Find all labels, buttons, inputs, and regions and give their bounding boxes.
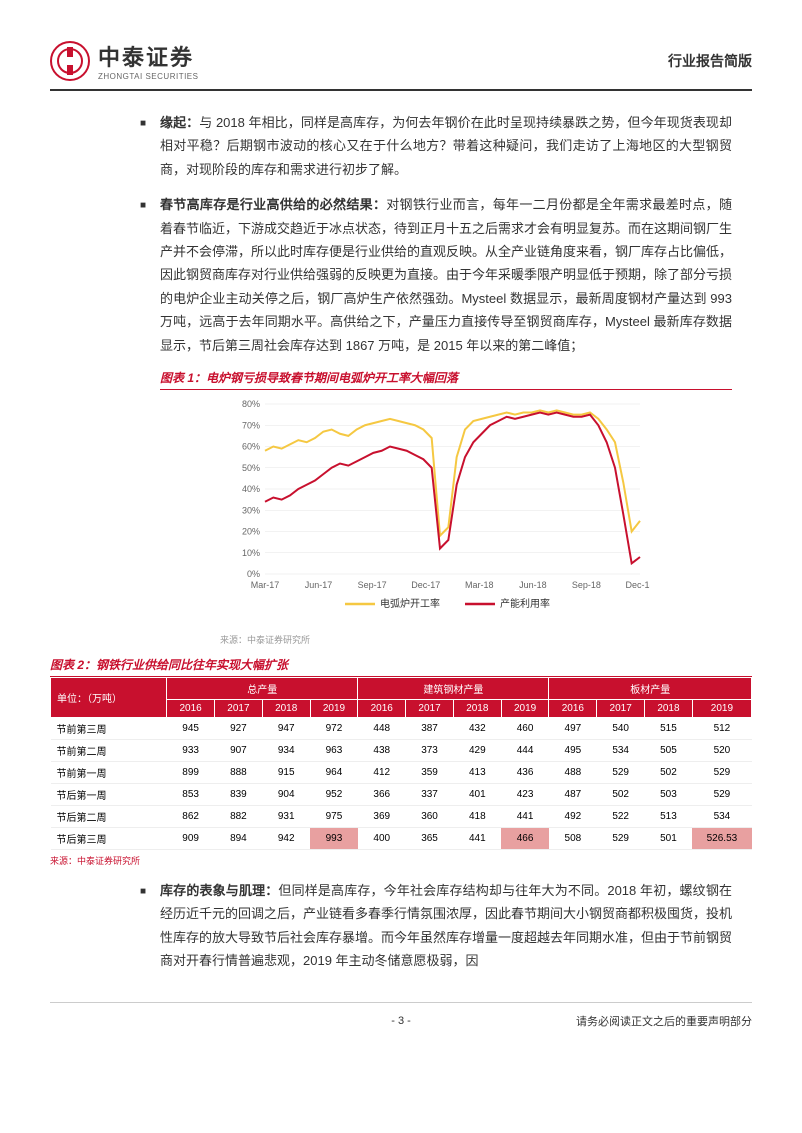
svg-text:Jun-18: Jun-18	[519, 580, 547, 590]
svg-text:Jun-17: Jun-17	[305, 580, 333, 590]
logo-main-text: 中泰证券	[98, 40, 198, 72]
svg-text:Sep-18: Sep-18	[572, 580, 601, 590]
report-type: 行业报告简版	[668, 51, 752, 71]
svg-text:80%: 80%	[242, 399, 260, 409]
svg-text:Mar-18: Mar-18	[465, 580, 494, 590]
supply-table: 单位：（万吨）总产量建筑钢材产量板材产量20162017201820192016…	[50, 677, 752, 850]
company-logo-icon	[50, 41, 90, 81]
svg-text:60%: 60%	[242, 441, 260, 451]
svg-text:Dec-18: Dec-18	[625, 580, 650, 590]
bullet-bold: 春节高库存是行业高供给的必然结果：	[160, 197, 386, 212]
svg-text:0%: 0%	[247, 569, 260, 579]
logo-sub-text: ZHONGTAI SECURITIES	[98, 72, 198, 81]
svg-text:Sep-17: Sep-17	[358, 580, 387, 590]
disclaimer: 请务必阅读正文之后的重要声明部分	[576, 1013, 752, 1029]
table2-title: 图表 2：钢铁行业供给同比往年实现大幅扩张	[50, 656, 752, 677]
chart1-source: 来源：中泰证券研究所	[220, 633, 732, 646]
page-header: 中泰证券 ZHONGTAI SECURITIES 行业报告简版	[50, 40, 752, 91]
svg-text:产能利用率: 产能利用率	[500, 597, 550, 610]
chart1-title: 图表 1：电炉钢亏损导致春节期间电弧炉开工率大幅回落	[160, 369, 732, 390]
page-footer: - 3 - 请务必阅读正文之后的重要声明部分	[50, 1002, 752, 1029]
svg-text:30%: 30%	[242, 505, 260, 515]
bullet-bold: 缘起：	[160, 115, 199, 130]
bullet-origin: 缘起：与 2018 年相比，同样是高库存，为何去年钢价在此时呈现持续暴跌之势，但…	[160, 111, 732, 181]
table2-source: 来源：中泰证券研究所	[50, 854, 752, 867]
svg-text:Mar-17: Mar-17	[251, 580, 280, 590]
svg-text:Dec-17: Dec-17	[411, 580, 440, 590]
bullet-bold: 库存的表象与肌理：	[160, 883, 278, 898]
svg-text:10%: 10%	[242, 548, 260, 558]
bullet-structure: 库存的表象与肌理：但同样是高库存，今年社会库存结构却与往年大为不同。2018 年…	[160, 879, 732, 973]
bullet-text: 对钢铁行业而言，每年一二月份都是全年需求最差时点，随着春节临近，下游成交趋近于冰…	[160, 197, 732, 352]
svg-text:70%: 70%	[242, 420, 260, 430]
svg-text:40%: 40%	[242, 484, 260, 494]
logo: 中泰证券 ZHONGTAI SECURITIES	[50, 40, 198, 81]
svg-text:20%: 20%	[242, 526, 260, 536]
svg-text:50%: 50%	[242, 463, 260, 473]
chart1: 0% 10% 20% 30% 40% 50% 60% 70% 80% Mar-17 Jun-17 Se…	[220, 394, 650, 629]
svg-text:电弧炉开工率: 电弧炉开工率	[380, 597, 440, 610]
bullet-text: 与 2018 年相比，同样是高库存，为何去年钢价在此时呈现持续暴跌之势，但今年现…	[160, 115, 732, 177]
page-number: - 3 -	[391, 1015, 411, 1027]
bullet-inventory: 春节高库存是行业高供给的必然结果：对钢铁行业而言，每年一二月份都是全年需求最差时…	[160, 193, 732, 357]
